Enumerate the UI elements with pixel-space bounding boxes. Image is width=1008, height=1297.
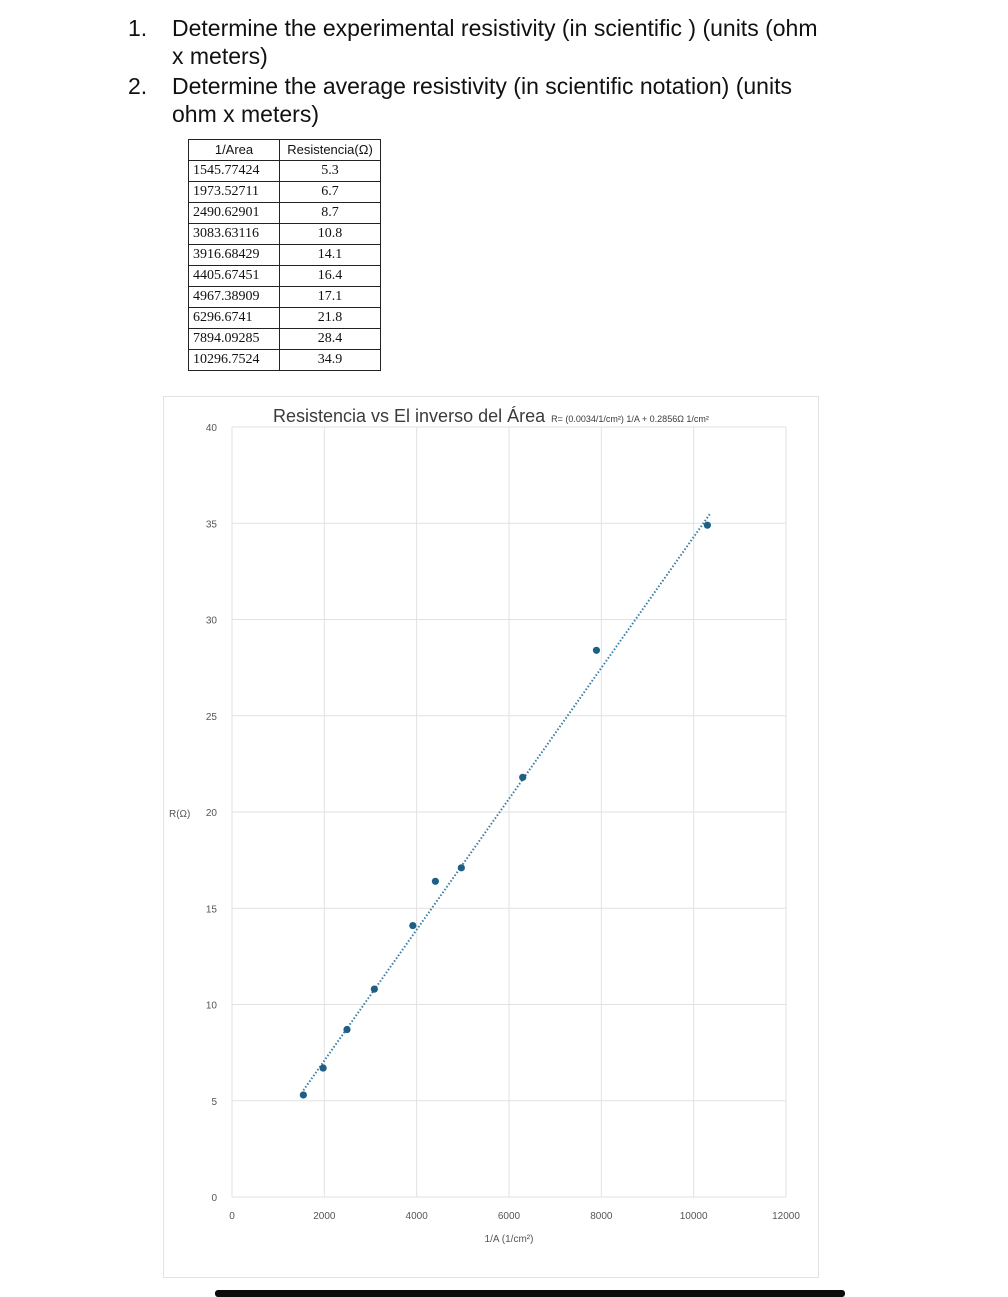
cell-resistance: 16.4 (279, 265, 381, 287)
question-text: Determine the average resistivity (in sc… (172, 73, 792, 127)
x-axis-ticks: 0 2000 4000 6000 8000 10000 12000 (229, 1211, 800, 1222)
x-tick-label: 2000 (313, 1211, 336, 1222)
table-row: 1545.77424 5.3 (188, 160, 381, 182)
cell-resistance: 8.7 (279, 202, 381, 224)
cell-resistance: 28.4 (279, 328, 381, 350)
cell-area: 3916.68429 (188, 244, 280, 266)
column-header-area: 1/Area (188, 139, 280, 161)
y-tick-label: 25 (206, 712, 218, 723)
cell-area: 2490.62901 (188, 202, 280, 224)
y-tick-label: 30 (206, 616, 218, 627)
x-tick-label: 0 (229, 1211, 235, 1222)
x-tick-label: 12000 (772, 1211, 800, 1222)
chart-title: Resistencia vs El inverso del Área R= (0.… (273, 406, 709, 426)
y-axis-label: R(Ω) (169, 809, 190, 820)
trendline-equation: R= (0.0034/1/cm²) 1/A + 0.2856Ω 1/cm² (551, 414, 709, 424)
cell-area: 1973.52711 (188, 181, 280, 203)
x-axis-label: 1/A (1/cm²) (485, 1234, 534, 1245)
cell-area: 4405.67451 (188, 265, 280, 287)
chart-container: Resistencia vs El inverso del Área R= (0.… (163, 396, 819, 1278)
table-header-row: 1/Area Resistencia(Ω) (188, 139, 381, 161)
data-table: 1/Area Resistencia(Ω) 1545.77424 5.3 1973… (188, 139, 381, 371)
y-tick-label: 40 (206, 423, 218, 434)
table-row: 6296.6741 21.8 (188, 307, 381, 329)
table-row: 3083.63116 10.8 (188, 223, 381, 245)
cell-area: 4967.38909 (188, 286, 280, 308)
data-point (519, 773, 527, 781)
cell-resistance: 34.9 (279, 349, 381, 371)
table-row: 2490.62901 8.7 (188, 202, 381, 224)
home-indicator (215, 1290, 845, 1297)
question-text: Determine the experimental resistivity (… (172, 15, 818, 69)
x-tick-label: 6000 (498, 1211, 521, 1222)
y-tick-label: 0 (211, 1193, 217, 1204)
table-row: 3916.68429 14.1 (188, 244, 381, 266)
y-tick-label: 20 (206, 808, 218, 819)
question-list: 1. Determine the experimental resistivit… (128, 14, 828, 130)
column-header-resistance: Resistencia(Ω) (279, 139, 381, 161)
data-point (431, 877, 439, 885)
y-tick-label: 10 (206, 1001, 218, 1012)
cell-resistance: 17.1 (279, 286, 381, 308)
trendline (302, 513, 711, 1091)
y-tick-label: 15 (206, 904, 218, 915)
table-row: 4967.38909 17.1 (188, 286, 381, 308)
x-tick-label: 8000 (590, 1211, 613, 1222)
scatter-chart: Resistencia vs El inverso del Área R= (0.… (169, 406, 800, 1245)
table-row: 10296.7524 34.9 (188, 349, 381, 371)
cell-resistance: 14.1 (279, 244, 381, 266)
x-tick-label: 10000 (680, 1211, 708, 1222)
data-point (409, 921, 417, 930)
y-tick-label: 35 (206, 519, 218, 530)
data-point (592, 646, 601, 654)
data-point (703, 521, 711, 529)
data-point (319, 1064, 327, 1072)
cell-area: 1545.77424 (188, 160, 280, 182)
question-number: 1. (128, 15, 148, 41)
cell-area: 7894.09285 (188, 328, 280, 350)
gridlines (231, 426, 787, 1198)
data-point (370, 985, 378, 993)
cell-area: 6296.6741 (188, 307, 280, 329)
y-axis-ticks: 0 5 10 15 20 25 30 35 40 (206, 423, 218, 1204)
question-item: 1. Determine the experimental resistivit… (128, 14, 828, 70)
data-point (343, 1025, 351, 1034)
cell-area: 10296.7524 (188, 349, 280, 371)
cell-resistance: 10.8 (279, 223, 381, 245)
data-points (299, 521, 711, 1099)
y-tick-label: 5 (211, 1097, 217, 1108)
cell-resistance: 6.7 (279, 181, 381, 203)
cell-resistance: 5.3 (279, 160, 381, 182)
table-row: 7894.09285 28.4 (188, 328, 381, 350)
table-row: 4405.67451 16.4 (188, 265, 381, 287)
x-tick-label: 4000 (406, 1211, 429, 1222)
data-point (457, 864, 465, 872)
data-point (299, 1091, 307, 1099)
question-number: 2. (128, 73, 148, 99)
question-item: 2. Determine the average resistivity (in… (128, 72, 828, 128)
table-row: 1973.52711 6.7 (188, 181, 381, 203)
cell-resistance: 21.8 (279, 307, 381, 329)
cell-area: 3083.63116 (188, 223, 280, 245)
